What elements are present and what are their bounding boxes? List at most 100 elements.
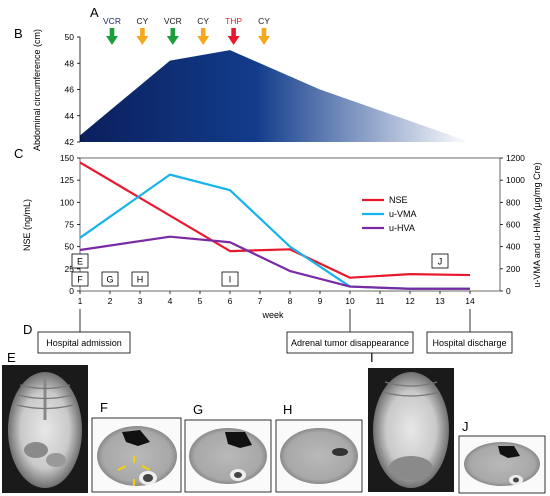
drug-arrow-shaft	[109, 28, 115, 37]
image-g: G	[184, 402, 272, 493]
image-ref-box-label: G	[106, 275, 113, 285]
c-right-label: u-VMA and u-HMA (μg/mg Cre)	[532, 162, 542, 287]
c-x-tick-label: 1	[78, 296, 83, 306]
drug-arrow-head	[166, 36, 179, 45]
drug-label: THP	[225, 16, 242, 26]
series-line-u-hva	[79, 235, 470, 290]
panel-label-d: D	[23, 322, 32, 337]
image-reference-boxes: EF G H I J	[71, 253, 449, 287]
image-f: F	[91, 400, 182, 493]
drug-arrows: VCR CY VCR CY THP CY	[103, 16, 270, 45]
b-tick-label: 50	[65, 32, 75, 42]
drug-arrow-shaft	[231, 28, 236, 37]
c-x-tick-label: 7	[258, 296, 263, 306]
tumor-arrow	[117, 465, 127, 471]
image-g-label: G	[193, 402, 203, 417]
image-j-label: J	[462, 419, 469, 434]
panel-label-a: A	[90, 5, 99, 20]
image-ref-box	[131, 271, 149, 287]
c-left-tick-label: 75	[65, 220, 75, 230]
image-ref-box	[71, 271, 89, 287]
c-x-ticks: 1 2 3 4 5 6 7 8 9 10 11 12 13 14	[78, 291, 475, 306]
drug-arrow-head	[136, 36, 149, 45]
c-x-tick-label: 6	[228, 296, 233, 306]
event-box	[37, 331, 131, 354]
c-x-tick-label: 2	[108, 296, 113, 306]
c-right-tick-label: 600	[506, 220, 520, 230]
abdominal-circumference-chart: 42 44 46 48 50 Abdominal circumference (cm)	[32, 29, 470, 151]
drug-arrow-head	[227, 36, 240, 45]
c-right-tick-label: 1200	[506, 153, 525, 163]
c-x-tick-label: 13	[435, 296, 445, 306]
image-j: J	[458, 419, 546, 494]
c-right-tick-label: 200	[506, 264, 520, 274]
c-left-label: NSE (ng/mL)	[22, 199, 32, 251]
drug-arrow-head	[258, 36, 270, 45]
image-ref-box	[71, 253, 89, 269]
image-ref-box	[221, 271, 239, 287]
drug-arrow-head	[197, 36, 210, 45]
image-ref-box	[101, 271, 119, 287]
event-box	[286, 331, 414, 354]
c-left-tick-label: 100	[60, 197, 74, 207]
b-tick-label: 46	[65, 85, 75, 95]
drug-label: CY	[258, 16, 270, 26]
event-label: Hospital discharge	[432, 338, 506, 348]
drug-label: CY	[197, 16, 209, 26]
image-e-label: E	[7, 350, 16, 365]
c-right-ticks: 0 200 400 600 800 1000 1200	[500, 153, 525, 296]
c-x-tick-label: 4	[168, 296, 173, 306]
c-left-ticks: 0 25 50 75 100 125 150	[60, 153, 80, 296]
c-right-tick-label: 800	[506, 197, 520, 207]
b-y-ticks: 42 44 46 48 50	[65, 32, 80, 147]
image-ref-box-label: H	[137, 275, 144, 285]
legend-label: NSE	[389, 195, 408, 205]
b-tick-label: 42	[65, 137, 75, 147]
legend-label: u-VMA	[389, 209, 417, 219]
image-ref-box-label: J	[438, 257, 443, 267]
image-f-label: F	[100, 400, 108, 415]
abdominal-area	[80, 50, 470, 142]
drug-label: CY	[136, 16, 148, 26]
image-ref-box-label: I	[229, 275, 232, 285]
drug-arrow-shaft	[140, 28, 145, 37]
event-markers: Hospital admission Adrenal tumor disappea…	[37, 309, 513, 354]
legend: NSE u-VMA u-HVA	[362, 195, 417, 233]
drug-arrow-head	[106, 36, 118, 45]
panel-label-c: C	[14, 146, 23, 161]
c-x-tick-label: 5	[198, 296, 203, 306]
image-i: I	[368, 350, 454, 492]
c-left-tick-label: 50	[65, 242, 75, 252]
c-left-tick-label: 150	[60, 153, 74, 163]
drug-arrow-shaft	[200, 28, 206, 37]
c-left-tick-label: 25	[65, 264, 75, 274]
tumor-arrows	[117, 456, 151, 486]
drug-label: VCR	[164, 16, 182, 26]
c-x-label: week	[261, 310, 284, 320]
panel-label-b: B	[14, 26, 23, 41]
image-e: E	[2, 350, 88, 493]
c-left-tick-label: 0	[69, 286, 74, 296]
c-right-tick-label: 400	[506, 242, 520, 252]
event-label: Hospital admission	[46, 338, 122, 348]
c-x-tick-label: 3	[138, 296, 143, 306]
c-x-tick-label: 8	[288, 296, 293, 306]
drug-arrow-shaft	[170, 28, 176, 37]
image-ref-box-label: F	[77, 275, 83, 285]
b-tick-label: 48	[65, 58, 75, 68]
b-tick-label: 44	[65, 111, 75, 121]
drug-label: VCR	[103, 16, 121, 26]
biomarker-chart: 0 25 50 75 100 125 150 0 200 400 600 800 1000 1200 1…	[22, 153, 542, 320]
c-right-tick-label: 1000	[506, 175, 525, 185]
image-h-label: H	[283, 402, 292, 417]
c-left-tick-label: 125	[60, 175, 74, 185]
event-box	[426, 331, 513, 354]
c-x-tick-label: 10	[345, 296, 355, 306]
image-h: H	[275, 402, 363, 493]
b-ylabel: Abdominal circumference (cm)	[32, 29, 42, 151]
tumor-arrow	[141, 465, 151, 471]
c-x-tick-label: 11	[376, 296, 385, 306]
drug-arrow-shaft	[261, 28, 267, 37]
c-x-tick-label: 9	[318, 296, 323, 306]
